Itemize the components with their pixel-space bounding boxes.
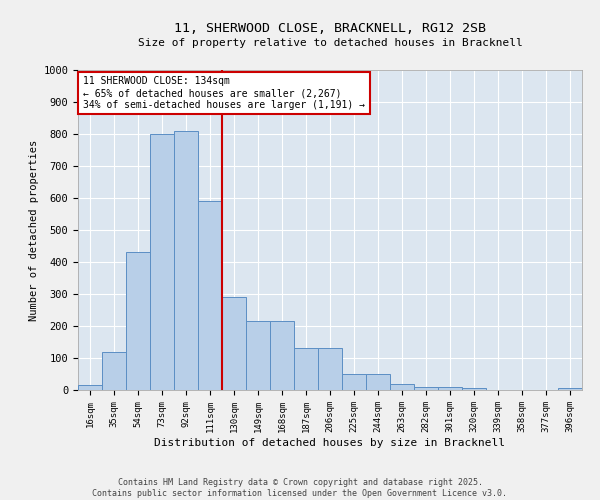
Bar bbox=[462, 388, 486, 390]
Bar bbox=[198, 201, 222, 390]
Bar bbox=[222, 297, 246, 390]
Bar bbox=[102, 352, 126, 390]
Bar bbox=[366, 374, 390, 390]
Text: 11, SHERWOOD CLOSE, BRACKNELL, RG12 2SB: 11, SHERWOOD CLOSE, BRACKNELL, RG12 2SB bbox=[174, 22, 486, 36]
Bar bbox=[246, 321, 270, 390]
Bar bbox=[150, 134, 174, 390]
Bar bbox=[438, 387, 462, 390]
Bar bbox=[270, 321, 294, 390]
Text: Size of property relative to detached houses in Bracknell: Size of property relative to detached ho… bbox=[137, 38, 523, 48]
Bar bbox=[318, 348, 342, 390]
Bar bbox=[78, 385, 102, 390]
Bar bbox=[126, 252, 150, 390]
Text: 11 SHERWOOD CLOSE: 134sqm
← 65% of detached houses are smaller (2,267)
34% of se: 11 SHERWOOD CLOSE: 134sqm ← 65% of detac… bbox=[83, 76, 365, 110]
Bar bbox=[414, 387, 438, 390]
Bar bbox=[174, 131, 198, 390]
Y-axis label: Number of detached properties: Number of detached properties bbox=[29, 140, 39, 320]
Bar bbox=[558, 388, 582, 390]
Text: Contains HM Land Registry data © Crown copyright and database right 2025.
Contai: Contains HM Land Registry data © Crown c… bbox=[92, 478, 508, 498]
Bar bbox=[390, 384, 414, 390]
X-axis label: Distribution of detached houses by size in Bracknell: Distribution of detached houses by size … bbox=[155, 438, 505, 448]
Bar bbox=[294, 348, 318, 390]
Bar bbox=[342, 374, 366, 390]
